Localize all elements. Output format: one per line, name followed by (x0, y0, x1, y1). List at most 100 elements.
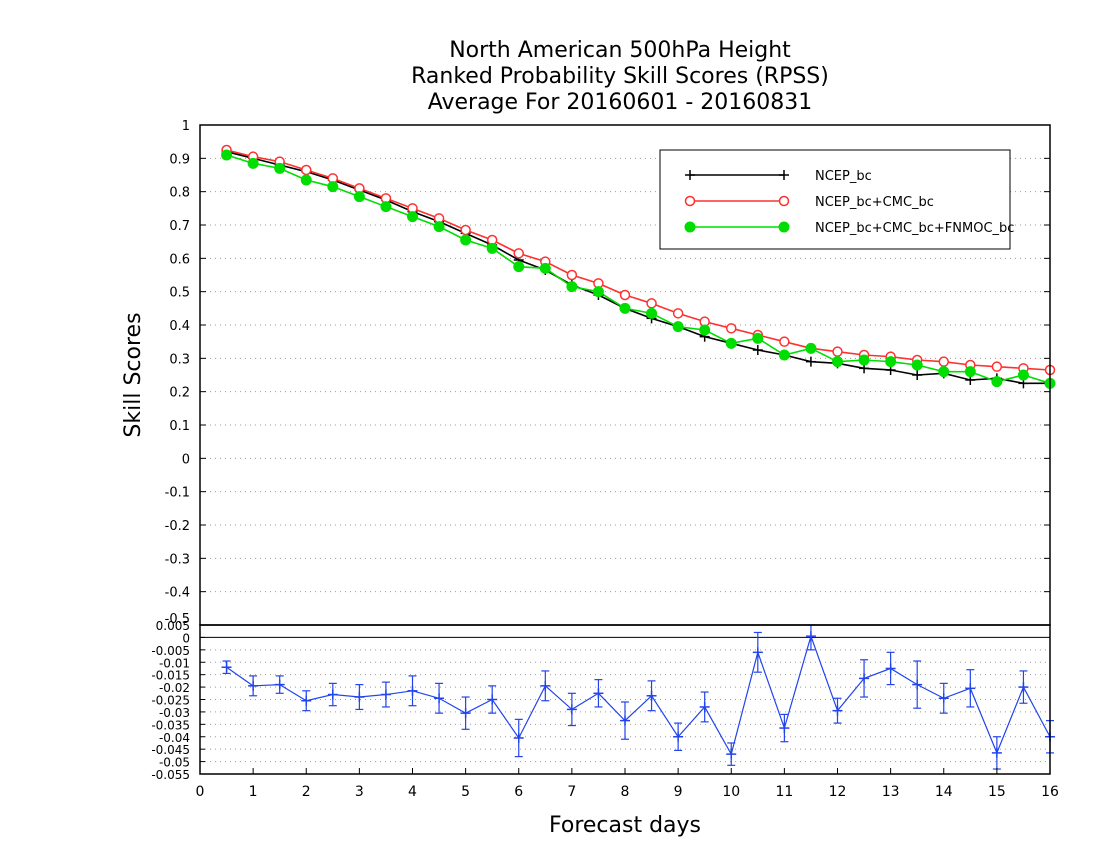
main-y-tick-label: 0.9 (169, 152, 190, 167)
difference-point (540, 680, 551, 691)
chart-title-line-3: Average For 20160601 - 20160831 (427, 90, 813, 115)
series-3-point (407, 211, 418, 223)
difference-point (487, 694, 498, 705)
x-tick-label: 0 (196, 784, 205, 800)
series-2-point (779, 336, 790, 347)
legend-marker-3 (684, 221, 696, 233)
difference-y-tick-label: -0.05 (159, 756, 190, 770)
series-3-point (619, 302, 631, 314)
x-tick-label: 14 (935, 784, 953, 800)
difference-y-tick-label: -0.045 (151, 743, 190, 757)
difference-point (965, 683, 976, 694)
legend-marker-2 (684, 195, 696, 207)
difference-series-layer (221, 624, 1055, 770)
x-axis-label: Forecast days (549, 813, 701, 838)
main-series-layer (221, 144, 1056, 389)
series-2-point (646, 298, 657, 309)
main-y-tick-label: -0.5 (165, 612, 190, 627)
chart-title-line-1: North American 500hPa Height (449, 38, 791, 63)
series-2-point (832, 346, 843, 357)
difference-point (327, 689, 338, 700)
difference-y-tick-label: -0.04 (159, 731, 190, 745)
difference-y-tick-label: -0.03 (159, 706, 190, 720)
series-3-point (672, 321, 684, 333)
main-y-tick-label: 0.8 (169, 186, 190, 201)
difference-y-tick-label: -0.01 (159, 656, 190, 670)
x-tick-label: 12 (829, 784, 847, 800)
difference-point (1018, 682, 1029, 693)
series-3-point (300, 174, 312, 186)
difference-point (460, 708, 471, 719)
series-1-point (912, 370, 923, 380)
x-tick-label: 13 (882, 784, 900, 800)
main-y-tick-label: -0.1 (165, 486, 190, 501)
difference-point (513, 732, 524, 743)
series-2-point (301, 164, 312, 176)
difference-point (593, 688, 604, 699)
x-tick-label: 10 (722, 784, 740, 800)
series-2-point (726, 323, 737, 334)
difference-y-tick-label: -0.005 (151, 644, 190, 658)
series-1-point (752, 345, 763, 355)
difference-y-tick-label: 0.005 (156, 619, 190, 633)
difference-point (991, 747, 1002, 758)
x-tick-label: 1 (249, 784, 258, 800)
series-3-point (433, 221, 445, 233)
x-tick-label: 2 (302, 784, 311, 800)
series-3-point (938, 366, 950, 378)
legend-marker-3 (778, 221, 790, 233)
series-2-point (619, 289, 631, 301)
x-tick-label: 7 (567, 784, 576, 800)
series-2-point (513, 248, 524, 259)
difference-grid (200, 636, 1050, 763)
x-tick-label: 11 (775, 784, 793, 800)
series-3-point (646, 307, 658, 319)
difference-point (566, 704, 577, 715)
legend-marker-1 (779, 170, 789, 180)
series-3-point (353, 191, 365, 203)
series-2-point (460, 224, 471, 236)
difference-point (938, 693, 949, 704)
difference-point (726, 749, 737, 760)
difference-point (859, 673, 870, 684)
legend-label-2: NCEP_bc+CMC_bc (815, 195, 934, 210)
series-3-point (460, 234, 472, 246)
x-axis: 0 1 2 3 4 5 6 7 8 9 10 11 12 13 14 15 16 (196, 768, 1059, 800)
series-3-point (699, 324, 711, 336)
series-3-point (911, 359, 923, 371)
y-axis-label: Skill Scores (121, 312, 146, 437)
difference-y-tick-label: -0.035 (151, 718, 190, 732)
main-y-tick-label: 1 (182, 119, 190, 134)
difference-y-tick-label: 0 (182, 631, 190, 645)
x-tick-label: 3 (355, 784, 364, 800)
series-2-point (672, 308, 684, 319)
series-3-point (380, 201, 392, 213)
series-3-point (991, 376, 1003, 388)
chart-title-line-2: Ranked Probability Skill Scores (RPSS) (411, 64, 829, 89)
difference-point (354, 692, 365, 703)
main-y-tick-label: 0.2 (169, 386, 190, 401)
difference-point (779, 723, 790, 734)
difference-y-tick-label: -0.025 (151, 694, 190, 708)
series-2-point (938, 356, 949, 367)
x-tick-label: 9 (674, 784, 683, 800)
legend-marker-1 (685, 170, 695, 180)
difference-y-axis: 0.0050-0.005-0.01-0.015-0.02-0.025-0.03-… (151, 619, 205, 782)
x-tick-label: 8 (621, 784, 630, 800)
main-y-tick-label: -0.4 (165, 586, 190, 601)
x-tick-label: 4 (408, 784, 417, 800)
difference-y-tick-label: -0.055 (151, 768, 190, 782)
main-y-tick-label: 0.7 (169, 219, 190, 234)
series-3-point (513, 261, 525, 273)
difference-point (699, 701, 710, 712)
series-3-point (486, 242, 498, 254)
difference-point (274, 679, 285, 690)
main-y-tick-label: 0.3 (169, 352, 190, 367)
series-3-point (221, 149, 233, 161)
difference-point (885, 663, 896, 674)
x-tick-label: 6 (514, 784, 523, 800)
series-3-point (566, 281, 578, 293)
series-3-point (592, 286, 604, 298)
difference-point (407, 685, 418, 696)
